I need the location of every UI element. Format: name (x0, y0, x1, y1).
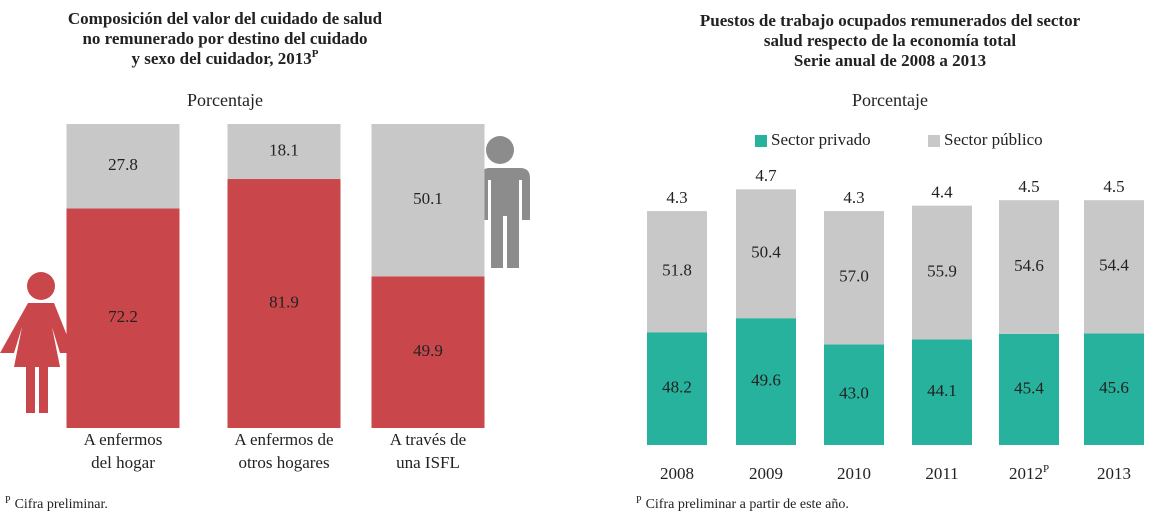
category-label: 2011 (925, 464, 958, 483)
category-label: A través de (390, 430, 466, 449)
total-label: 4.3 (666, 188, 687, 207)
value-label: 49.9 (413, 341, 443, 360)
total-label: 4.5 (1018, 177, 1039, 196)
category-label: una ISFL (396, 453, 460, 472)
category-label: otros hogares (238, 453, 329, 472)
bar-segment (371, 124, 485, 277)
bar-segment (66, 208, 180, 428)
bar-segment (999, 200, 1059, 334)
category-label: 2008 (660, 464, 694, 483)
chart-subtitle: Porcentaje (852, 90, 928, 110)
legend-swatch (755, 135, 767, 147)
chart-title: Serie anual de 2008 a 2013 (794, 51, 986, 70)
bar-segment (1084, 200, 1144, 334)
bar-segment (736, 189, 796, 319)
bar-segment (66, 124, 180, 209)
value-label: 27.8 (108, 155, 138, 174)
bar-segment (647, 332, 707, 445)
value-label: 18.1 (269, 140, 299, 159)
category-label: 2013 (1097, 464, 1131, 483)
value-label: 81.9 (269, 292, 299, 311)
value-label: 54.4 (1099, 256, 1129, 275)
bar-segment (999, 333, 1059, 445)
footnote-mark: P (636, 495, 642, 506)
chart-title: salud respecto de la economía total (764, 31, 1017, 50)
legend-label: Sector privado (771, 130, 871, 149)
chart-title: Composición del valor del cuidado de sal… (68, 9, 383, 28)
bar-segment (227, 179, 341, 428)
chart-title: Puestos de trabajo ocupados remunerados … (700, 11, 1081, 30)
legend-swatch (928, 135, 940, 147)
footnote-text: Cifra preliminar. (15, 497, 108, 512)
chart-title: y sexo del cuidador, 2013P (132, 48, 319, 68)
footnote: P Cifra preliminar a partir de este año. (636, 495, 849, 512)
superscript: P (312, 48, 319, 60)
category-label: del hogar (91, 453, 155, 472)
value-label: 45.6 (1099, 378, 1129, 397)
male-icon (480, 136, 530, 268)
chart-subtitle: Porcentaje (187, 90, 263, 110)
legend-label: Sector público (944, 130, 1043, 149)
superscript: P (1043, 463, 1049, 475)
footnote-mark: P (5, 495, 11, 506)
total-label: 4.4 (931, 183, 953, 202)
bar-segment (912, 205, 972, 340)
category-label: 2010 (837, 464, 871, 483)
value-label: 50.4 (751, 243, 781, 262)
bar-segment (912, 339, 972, 445)
female-icon (0, 272, 74, 413)
value-label: 44.1 (927, 381, 957, 400)
bar-segment (371, 276, 485, 428)
bar-segment (1084, 333, 1144, 445)
bar-segment (736, 318, 796, 445)
value-label: 48.2 (662, 378, 692, 397)
value-label: 43.0 (839, 384, 869, 403)
value-label: 50.1 (413, 189, 443, 208)
category-label: 2012P (1009, 463, 1049, 483)
bar-segment (824, 344, 884, 445)
bar-segment (824, 211, 884, 345)
category-label: A enfermos de (234, 430, 333, 449)
category-label: 2009 (749, 464, 783, 483)
value-label: 57.0 (839, 267, 869, 286)
value-label: 45.4 (1014, 378, 1044, 397)
total-label: 4.5 (1103, 177, 1124, 196)
footnote-text: Cifra preliminar a partir de este año. (646, 497, 849, 512)
footnote: P Cifra preliminar. (5, 495, 108, 512)
value-label: 54.6 (1014, 256, 1044, 275)
value-label: 49.6 (751, 370, 781, 389)
category-label: A enfermos (84, 430, 163, 449)
chart-title: no remunerado por destino del cuidado (82, 29, 367, 48)
bar-segment (647, 211, 707, 333)
value-label: 55.9 (927, 261, 957, 280)
value-label: 72.2 (108, 307, 138, 326)
total-label: 4.3 (843, 188, 864, 207)
bar-segment (227, 124, 341, 180)
value-label: 51.8 (662, 261, 692, 280)
total-label: 4.7 (755, 166, 777, 185)
